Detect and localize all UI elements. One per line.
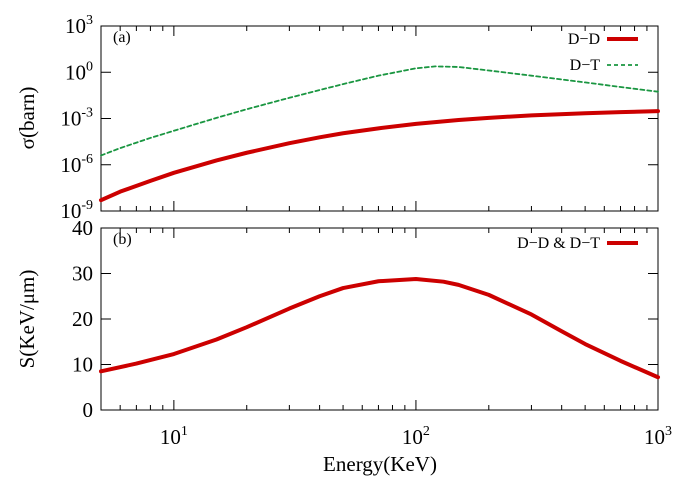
- y-tick-label-b: 20: [72, 307, 93, 331]
- y-tick-label-b: 30: [72, 262, 93, 286]
- y-tick-label-a-base: 10: [60, 153, 81, 177]
- legend-label: D−D: [568, 31, 600, 48]
- y-axis-title-b: S(KeV/μm): [15, 270, 39, 369]
- y-tick-label-a: 10-9: [60, 198, 93, 223]
- y-tick-label-b: 40: [72, 216, 93, 240]
- series-line-s: [99, 276, 660, 380]
- legend-a: D−D D−T: [568, 31, 638, 74]
- x-tick-label: 101: [160, 424, 188, 449]
- legend-label: D−D & D−T: [517, 235, 600, 252]
- y-tick-label-a-base: 10: [60, 199, 81, 223]
- y-tick-label-a-exp: -9: [81, 198, 93, 213]
- y-tick-label-a: 100: [65, 59, 93, 84]
- series-line-dt: [100, 65, 659, 157]
- x-tick-label: 102: [402, 424, 430, 449]
- y-tick-label-a-base: 10: [60, 107, 81, 131]
- y-tick-label-b: 10: [72, 353, 93, 377]
- x-tick-label-base: 10: [402, 425, 423, 449]
- y-tick-label-a: 10-6: [60, 152, 93, 177]
- series-group-b: [99, 276, 660, 380]
- y-tick-label-a-exp: 3: [86, 13, 93, 28]
- y-tick-label-a-exp: 0: [86, 59, 93, 74]
- panel-label-b: (b): [113, 231, 132, 248]
- y-tick-label-a: 10-3: [60, 106, 93, 131]
- x-ticks-a: [100, 26, 659, 211]
- plot-area-b: [100, 227, 659, 411]
- series-group-a: [99, 65, 660, 203]
- x-axis-title: Energy(KeV): [323, 452, 437, 476]
- x-tick-label-exp: 2: [423, 424, 430, 439]
- x-tick-label-base: 10: [644, 425, 665, 449]
- x-tick-label-exp: 1: [181, 424, 188, 439]
- x-tick-label: 103: [644, 424, 672, 449]
- legend-label: D−T: [570, 57, 601, 74]
- y-ticks-b: 0 10 20 30 40: [72, 216, 658, 422]
- y-tick-label-a-exp: -3: [81, 106, 93, 121]
- panel-label-a: (a): [113, 29, 131, 46]
- y-axis-title-a: σ(barn): [15, 87, 39, 150]
- y-tick-label-a-exp: -6: [81, 152, 93, 167]
- x-tick-label-base: 10: [160, 425, 181, 449]
- y-tick-label-a: 103: [65, 13, 93, 38]
- plot-area-a: [100, 25, 659, 212]
- x-ticks-b: 101 102 103: [100, 228, 672, 449]
- y-tick-label-a-base: 10: [65, 14, 86, 38]
- legend-b: D−D & D−T: [517, 235, 638, 252]
- x-tick-label-exp: 3: [665, 424, 672, 439]
- y-tick-label-a-base: 10: [65, 60, 86, 84]
- series-line-dd: [99, 109, 660, 203]
- y-tick-label-b: 0: [83, 398, 94, 422]
